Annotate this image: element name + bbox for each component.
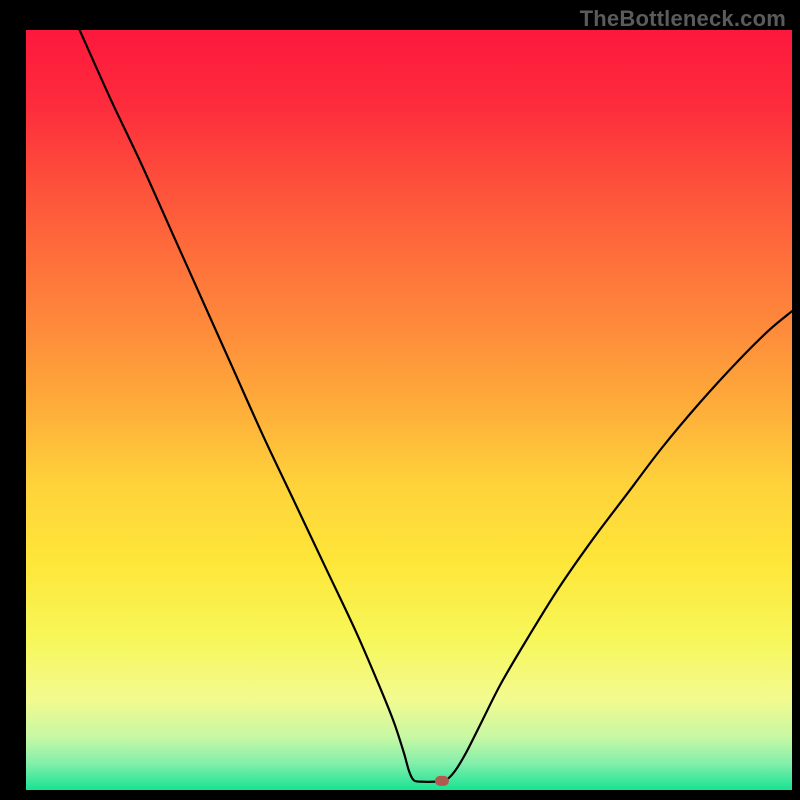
bottleneck-chart — [0, 0, 800, 800]
plot-background — [26, 30, 792, 790]
watermark-text: TheBottleneck.com — [580, 6, 786, 32]
selected-point-marker — [435, 776, 449, 786]
chart-container: TheBottleneck.com — [0, 0, 800, 800]
